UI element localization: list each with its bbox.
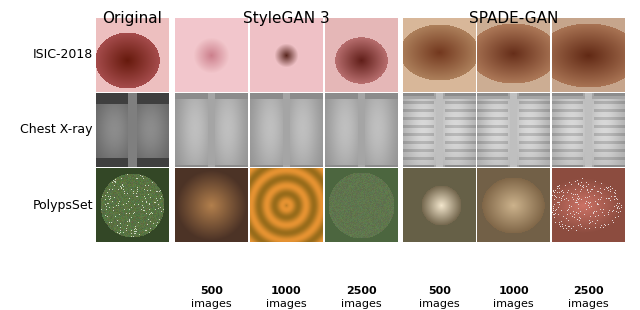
Text: StyleGAN 3: StyleGAN 3 (243, 11, 330, 26)
Text: images: images (341, 299, 382, 309)
Text: Chest X-ray: Chest X-ray (20, 123, 93, 136)
Text: Original: Original (102, 11, 163, 26)
Text: images: images (568, 299, 609, 309)
Text: 1000: 1000 (271, 286, 302, 296)
Text: images: images (493, 299, 534, 309)
Text: SPADE-GAN: SPADE-GAN (469, 11, 559, 26)
Text: 2500: 2500 (346, 286, 377, 296)
Text: ISIC-2018: ISIC-2018 (33, 48, 93, 61)
Text: PolypsSet: PolypsSet (33, 198, 93, 211)
Text: 500: 500 (200, 286, 223, 296)
Text: 1000: 1000 (498, 286, 529, 296)
Text: 2500: 2500 (573, 286, 604, 296)
Text: 500: 500 (428, 286, 451, 296)
Text: images: images (191, 299, 232, 309)
Text: images: images (419, 299, 460, 309)
Text: images: images (266, 299, 307, 309)
